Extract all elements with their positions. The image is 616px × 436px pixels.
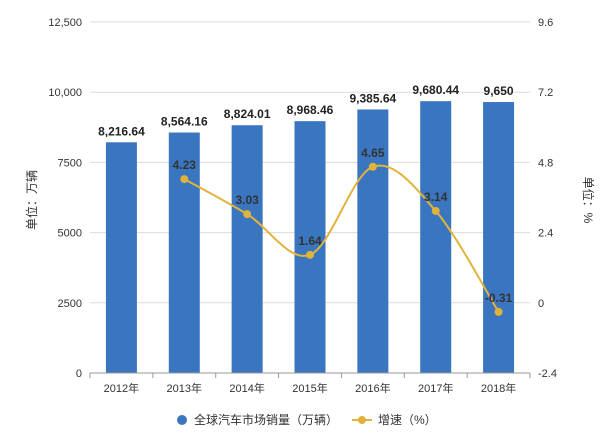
line-point: [180, 175, 189, 184]
x-tick-label: 2013年: [167, 381, 202, 395]
y-tick-label: 2500: [58, 298, 82, 310]
line-data-label: 4.23: [173, 158, 197, 172]
bar-data-label: 8,216.64: [98, 124, 145, 138]
bar: [357, 109, 389, 373]
x-tick-label: 2015年: [292, 381, 327, 395]
bar-data-label: 9,650: [484, 84, 514, 98]
bar: [483, 102, 515, 373]
line-point: [368, 162, 377, 171]
y2-tick-label: -2.4: [538, 368, 557, 380]
growth-line: 4.23 3.03 1.64 4.65 3.14 -0.31: [173, 146, 513, 316]
x-tick-label: 2017年: [418, 381, 453, 395]
line-data-label: 4.65: [361, 146, 385, 160]
line-point: [431, 206, 440, 215]
y-axis-title: 单位：万辆: [24, 170, 39, 230]
growth-line-path: [183, 164, 500, 313]
x-tick-label: 2018年: [481, 381, 516, 395]
bar: [168, 132, 200, 373]
bars: 8,216.64 8,564.16 8,824.01 8,968.46 9,385.64…: [98, 83, 515, 373]
line-data-label: -0.31: [485, 291, 513, 305]
line-point: [306, 250, 314, 259]
legend-bar-label: 全球汽车市场销量（万辆）: [194, 412, 338, 427]
y2-tick-label: 9.6: [538, 17, 553, 29]
bar-data-label: 8,564.16: [161, 115, 208, 129]
legend-bar-marker: [177, 415, 187, 425]
bar-data-label: 8,968.46: [287, 103, 334, 117]
line-data-label: 3.14: [424, 190, 448, 204]
x-tick-label: 2012年: [104, 381, 139, 395]
legend: 全球汽车市场销量（万辆） 增速（%）: [177, 412, 437, 427]
bar-data-label: 8,824.01: [224, 107, 271, 121]
line-data-label: 3.03: [235, 193, 259, 207]
bar-data-label: 9,680.44: [412, 83, 459, 97]
line-data-label: 1.64: [298, 234, 322, 248]
y-tick-label: 7500: [58, 157, 82, 169]
bar: [420, 101, 452, 373]
y-tick-label: 0: [76, 368, 82, 380]
legend-line-dot: [358, 416, 366, 424]
y2-axis-title: 单位：%: [581, 177, 596, 224]
axes: 0 -2.4 2500 0 5000 2.4 7500 4.8 10,000 7.2 12,500 9…: [48, 17, 557, 395]
line-point: [494, 307, 503, 316]
x-tick-label: 2016年: [355, 381, 390, 395]
bar-data-label: 9,385.64: [349, 91, 396, 105]
y-tick-label: 5000: [58, 228, 82, 240]
x-tick-label: 2014年: [229, 381, 264, 395]
legend-line-label: 增速（%）: [378, 413, 437, 427]
y2-tick-label: 0: [538, 298, 544, 310]
line-point: [243, 210, 252, 219]
y2-tick-label: 7.2: [538, 87, 553, 99]
y-tick-label: 12,500: [48, 17, 82, 29]
y2-tick-label: 2.4: [538, 228, 553, 240]
y-tick-label: 10,000: [48, 87, 82, 99]
bar: [231, 125, 263, 373]
bar: [105, 142, 137, 373]
y2-tick-label: 4.8: [538, 157, 553, 169]
